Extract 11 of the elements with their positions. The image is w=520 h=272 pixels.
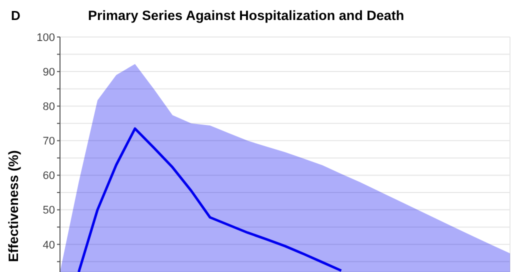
y-tick-label: 80 — [42, 101, 55, 114]
y-tick-label: 90 — [42, 66, 55, 78]
y-tick-label: 70 — [42, 136, 55, 148]
y-tick-label: 100 — [36, 32, 55, 44]
text: D — [11, 8, 20, 23]
chart-title: Primary Series Against Hospitalization and Death — [88, 8, 404, 23]
y-axis-title: Effectiveness (%) — [6, 150, 21, 262]
y-tick-label: 60 — [42, 170, 55, 182]
line-series — [78, 127, 342, 272]
y-tick-label: 50 — [42, 204, 55, 217]
y-tick-label: 40 — [42, 239, 55, 252]
